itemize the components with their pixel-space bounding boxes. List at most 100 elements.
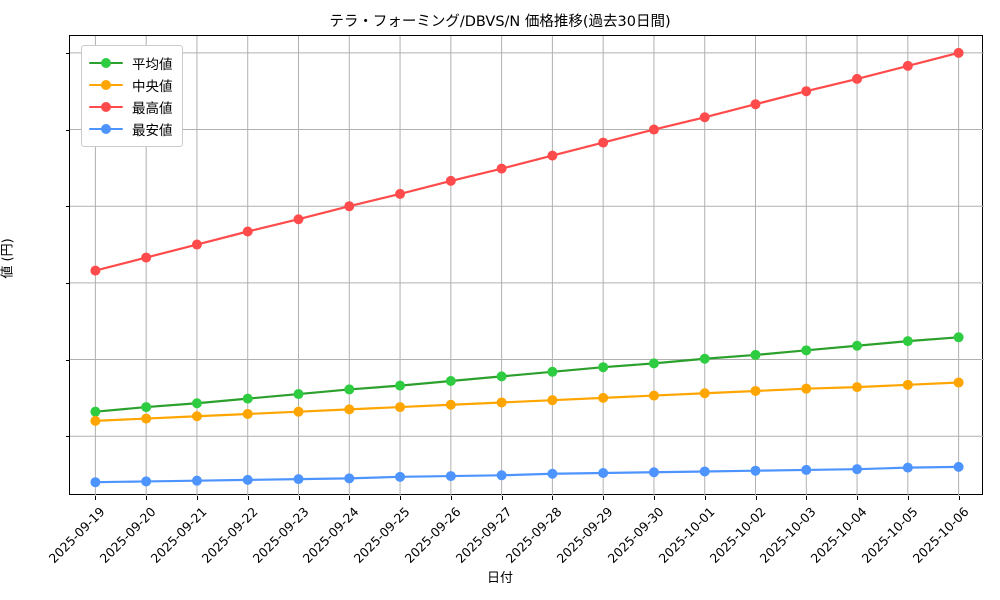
data-point [293, 214, 304, 225]
data-point [598, 392, 609, 403]
data-point [801, 345, 812, 356]
y-tick-mark [66, 359, 70, 361]
y-tick-mark [66, 129, 70, 131]
data-point [496, 470, 507, 481]
data-point [953, 461, 964, 472]
data-point [953, 332, 964, 343]
x-tick-mark [704, 496, 706, 500]
data-point [344, 404, 355, 415]
data-point [293, 406, 304, 417]
data-point [445, 471, 456, 482]
data-point [801, 86, 812, 97]
x-tick-mark [552, 496, 554, 500]
data-point [648, 124, 659, 135]
series-line [94, 465, 960, 484]
data-point [90, 415, 101, 426]
x-tick-mark [907, 496, 909, 500]
x-tick-mark [653, 496, 656, 500]
data-point [750, 99, 761, 110]
data-point [852, 340, 863, 351]
data-point [242, 226, 253, 237]
data-point [598, 137, 609, 148]
data-point [801, 383, 812, 394]
data-point [648, 358, 659, 369]
legend-label: 平均値 [132, 57, 173, 73]
data-point [496, 163, 507, 174]
legend-swatch-icon [89, 77, 123, 93]
data-point [90, 477, 101, 488]
data-point [191, 475, 202, 486]
data-point [293, 474, 304, 485]
data-point [750, 465, 761, 476]
x-tick-mark [196, 496, 199, 500]
legend-item-0[interactable]: 平均値 [89, 52, 173, 74]
data-point [293, 389, 304, 400]
legend-label: 最高値 [132, 101, 173, 117]
data-point [496, 371, 507, 382]
data-point [801, 464, 812, 475]
data-point [902, 60, 913, 71]
data-point [141, 252, 152, 263]
legend-item-1[interactable]: 中央値 [89, 74, 173, 96]
x-axis-title: 日付 [486, 571, 513, 586]
data-point [191, 411, 202, 422]
y-tick-mark [66, 52, 70, 54]
data-point [648, 390, 659, 401]
data-point [547, 468, 558, 479]
data-point [750, 385, 761, 396]
legend-swatch-icon [89, 55, 123, 71]
data-point [141, 402, 152, 413]
data-point [395, 471, 406, 482]
data-point [191, 239, 202, 250]
y-axis-title: 値 (円) [0, 238, 16, 279]
gridlines [70, 36, 984, 496]
x-tick-mark [349, 496, 351, 500]
data-point [547, 150, 558, 161]
data-point [699, 353, 710, 364]
data-point [242, 408, 253, 419]
chart-title: テラ・フォーミング/DBVS/N 価格推移(過去30日間) [329, 14, 671, 30]
x-tick-mark [958, 496, 960, 500]
x-tick-mark [603, 496, 605, 500]
x-tick-mark [806, 496, 808, 500]
data-point [953, 47, 964, 58]
data-point [141, 413, 152, 424]
data-point [547, 366, 558, 377]
data-point [699, 466, 710, 477]
data-series-layer [90, 47, 964, 488]
y-tick-mark [66, 206, 70, 208]
x-tick-mark [247, 496, 249, 500]
data-point [344, 473, 355, 484]
x-tick-mark [298, 496, 300, 500]
x-tick-mark [755, 496, 757, 500]
legend-item-2[interactable]: 最高値 [89, 96, 173, 118]
data-point [395, 380, 406, 391]
legend-swatch-icon [89, 121, 123, 137]
data-point [852, 464, 863, 475]
data-point [750, 349, 761, 360]
legend-item-3[interactable]: 最安値 [89, 118, 173, 140]
data-point [445, 399, 456, 410]
y-tick-mark [66, 436, 70, 438]
data-point [90, 406, 101, 417]
y-tick-mark [66, 282, 70, 284]
x-tick-mark [146, 496, 148, 500]
data-point [344, 384, 355, 395]
chart-legend: 平均値 中央値最高値 最安値 [81, 45, 183, 147]
data-point [191, 398, 202, 409]
data-point [445, 175, 456, 186]
data-point [395, 402, 406, 413]
x-tick-mark [857, 496, 859, 500]
data-point [141, 476, 152, 487]
x-tick-mark [400, 496, 402, 500]
data-point [902, 462, 913, 473]
data-point [395, 188, 406, 199]
data-point [953, 377, 964, 388]
data-point [242, 393, 253, 404]
data-point [699, 388, 710, 399]
x-tick-mark [450, 496, 452, 500]
series-line [94, 51, 960, 272]
data-point [496, 397, 507, 408]
plot-area: 501001502002503002025-09-192025-09-20202… [46, 35, 984, 566]
